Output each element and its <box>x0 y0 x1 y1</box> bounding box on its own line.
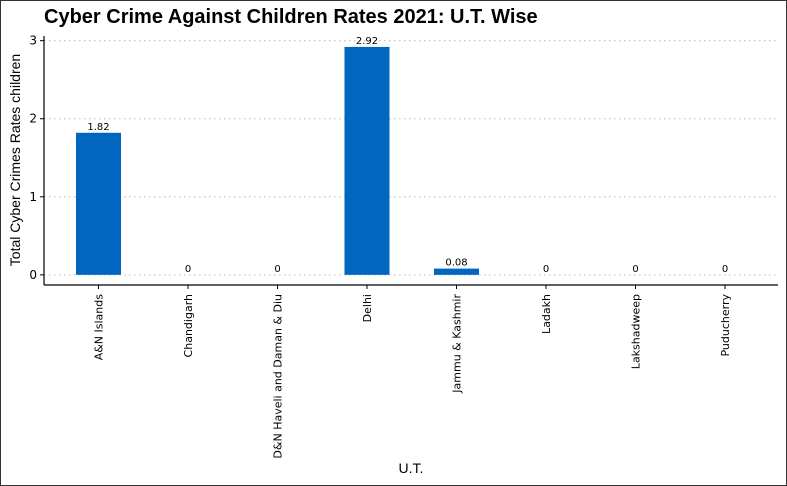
data-label: 0 <box>543 264 549 275</box>
bars <box>76 46 479 275</box>
gridlines <box>44 40 778 276</box>
x-axis-ticks: A&N Islands Chandigarh D&N Haveli and Dama… <box>93 285 732 459</box>
data-label: 2.92 <box>356 36 378 47</box>
chart-title: Cyber Crime Against Children Rates 2021:… <box>44 6 538 28</box>
x-tick-label: Puducherry <box>719 294 732 357</box>
data-label: 0 <box>722 264 728 275</box>
x-axis-label: U.T. <box>399 460 424 476</box>
y-tick-label: 2 <box>29 112 37 126</box>
data-label: 1.82 <box>87 122 109 133</box>
data-labels: 1.82 0 0 2.92 0.08 0 0 0 <box>87 36 728 275</box>
data-label: 0 <box>632 264 638 275</box>
x-tick-label: Delhi <box>361 294 374 322</box>
y-tick-label: 3 <box>29 34 37 48</box>
x-tick-label: Chandigarh <box>182 294 195 357</box>
y-tick-label: 1 <box>29 190 37 204</box>
x-tick-label: Jammu & Kashmir <box>451 294 464 394</box>
bar <box>76 132 121 275</box>
y-axis-ticks: 0 1 2 3 <box>29 34 44 282</box>
x-tick-label: D&N Haveli and Daman & Diu <box>272 294 285 459</box>
y-axis-label: Total Cyber Crimes Rates children <box>7 54 23 266</box>
y-tick-label: 0 <box>29 268 37 282</box>
bar <box>434 268 479 275</box>
x-tick-label: Ladakh <box>540 294 553 334</box>
data-label: 0 <box>185 264 191 275</box>
x-tick-label: Lakshadweep <box>630 294 643 369</box>
data-label: 0.08 <box>445 258 467 269</box>
x-tick-label: A&N Islands <box>93 294 106 361</box>
bar <box>344 46 390 275</box>
data-label: 0 <box>274 264 280 275</box>
